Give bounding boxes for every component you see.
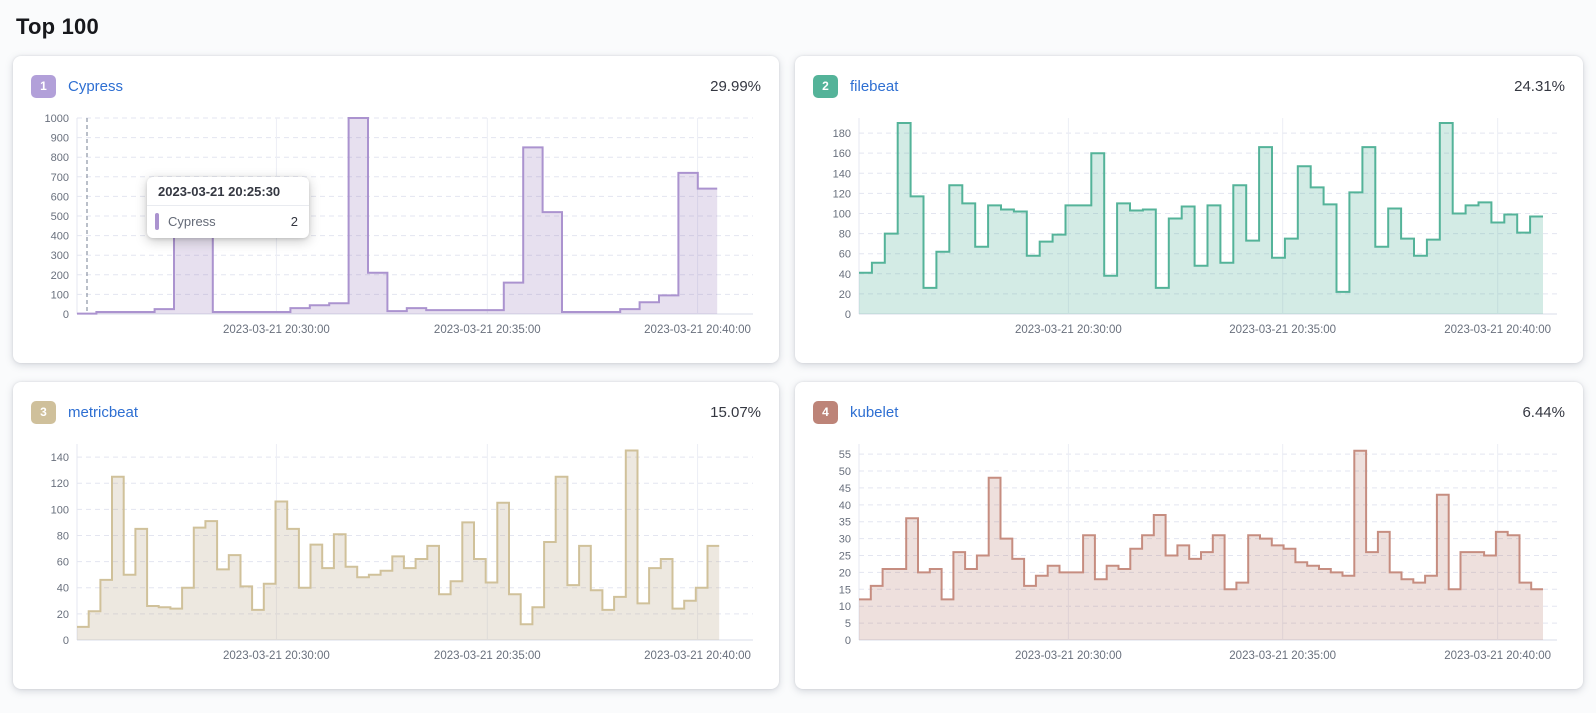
svg-text:2023-03-21 20:35:00: 2023-03-21 20:35:00 <box>434 324 541 336</box>
area-chart[interactable]: 0 20 40 60 80 100 120 140 160 180 2023-03-21 20:30… <box>813 106 1565 341</box>
svg-text:45: 45 <box>839 483 851 495</box>
tooltip-series-label: Cypress <box>168 214 216 229</box>
svg-text:140: 140 <box>833 168 851 180</box>
svg-text:5: 5 <box>845 618 851 630</box>
svg-text:2023-03-21 20:40:00: 2023-03-21 20:40:00 <box>1444 324 1551 336</box>
rank-badge: 2 <box>813 74 838 98</box>
svg-text:50: 50 <box>839 466 851 478</box>
svg-text:140: 140 <box>51 452 69 464</box>
svg-text:2023-03-21 20:30:00: 2023-03-21 20:30:00 <box>223 324 330 336</box>
svg-text:2023-03-21 20:30:00: 2023-03-21 20:30:00 <box>1015 324 1122 336</box>
svg-text:40: 40 <box>839 500 851 512</box>
svg-text:100: 100 <box>833 208 851 220</box>
metric-percent: 6.44% <box>1522 403 1565 421</box>
svg-text:25: 25 <box>839 551 851 563</box>
svg-text:10: 10 <box>839 601 851 613</box>
svg-text:20: 20 <box>57 609 69 621</box>
card-header: 1 Cypress 29.99% <box>31 72 761 100</box>
page-title: Top 100 <box>16 14 99 39</box>
svg-text:2023-03-21 20:30:00: 2023-03-21 20:30:00 <box>1015 650 1122 662</box>
metric-name-link[interactable]: Cypress <box>68 77 124 95</box>
svg-text:900: 900 <box>51 133 69 145</box>
card-header: 4 kubelet 6.44% <box>813 398 1565 426</box>
rank-badge: 3 <box>31 400 56 424</box>
card-header: 2 filebeat 24.31% <box>813 72 1565 100</box>
svg-text:30: 30 <box>839 534 851 546</box>
svg-text:80: 80 <box>839 229 851 241</box>
area-chart[interactable]: 0 5 10 15 20 25 30 35 40 45 50 55 2023-03-21 20:30:0… <box>813 432 1565 667</box>
svg-text:180: 180 <box>833 128 851 140</box>
svg-text:40: 40 <box>839 269 851 281</box>
svg-text:160: 160 <box>833 148 851 160</box>
tooltip-series-row: Cypress 2 <box>147 206 309 238</box>
chart-svg: 0 100 200 300 400 500 600 700 800 900 1000 2023-03-… <box>45 113 753 336</box>
svg-text:55: 55 <box>839 449 851 461</box>
area-chart[interactable]: 0 20 40 60 80 100 120 140 2023-03-21 20:30:00 202… <box>31 432 761 667</box>
svg-text:400: 400 <box>51 231 69 243</box>
svg-text:120: 120 <box>51 478 69 490</box>
svg-text:1000: 1000 <box>45 113 69 125</box>
series-color-marker <box>155 213 159 230</box>
card-header: 3 metricbeat 15.07% <box>31 398 761 426</box>
svg-text:20: 20 <box>839 289 851 301</box>
svg-text:60: 60 <box>839 249 851 261</box>
metric-card-cypress: 1 Cypress 29.99% 0 100 200 300 400 500 600 700 8… <box>13 56 779 363</box>
chart-svg: 0 20 40 60 80 100 120 140 2023-03-21 20:30:00 202… <box>51 444 753 662</box>
svg-text:500: 500 <box>51 211 69 223</box>
rank-badge: 4 <box>813 400 838 424</box>
svg-text:15: 15 <box>839 584 851 596</box>
metric-name-link[interactable]: filebeat <box>850 77 899 95</box>
svg-text:0: 0 <box>63 635 69 647</box>
svg-text:300: 300 <box>51 250 69 262</box>
svg-text:2023-03-21 20:35:00: 2023-03-21 20:35:00 <box>434 650 541 662</box>
svg-text:80: 80 <box>57 530 69 542</box>
svg-text:2023-03-21 20:40:00: 2023-03-21 20:40:00 <box>1444 650 1551 662</box>
chart-svg: 0 20 40 60 80 100 120 140 160 180 2023-03-21 20:30… <box>833 118 1557 336</box>
chart-svg: 0 5 10 15 20 25 30 35 40 45 50 55 2023-03-21 20:30:0… <box>839 444 1557 662</box>
svg-text:700: 700 <box>51 172 69 184</box>
tooltip-series-value: 2 <box>290 214 298 229</box>
area-chart[interactable]: 0 100 200 300 400 500 600 700 800 900 1000 2023-03-… <box>31 106 761 341</box>
svg-text:20: 20 <box>839 567 851 579</box>
metric-percent: 15.07% <box>710 403 761 421</box>
svg-text:100: 100 <box>51 504 69 516</box>
chart-tooltip: 2023-03-21 20:25:30 Cypress 2 <box>147 177 309 238</box>
metric-percent: 24.31% <box>1514 77 1565 95</box>
svg-text:200: 200 <box>51 270 69 282</box>
svg-text:2023-03-21 20:30:00: 2023-03-21 20:30:00 <box>223 650 330 662</box>
svg-text:2023-03-21 20:40:00: 2023-03-21 20:40:00 <box>644 650 751 662</box>
tooltip-timestamp: 2023-03-21 20:25:30 <box>147 177 309 206</box>
metric-card-metricbeat: 3 metricbeat 15.07% 0 20 40 60 80 100 120 140 20… <box>13 382 779 689</box>
metric-name-link[interactable]: kubelet <box>850 403 899 421</box>
top100-grid: 1 Cypress 29.99% 0 100 200 300 400 500 600 700 8… <box>0 56 1596 689</box>
svg-text:120: 120 <box>833 188 851 200</box>
svg-text:40: 40 <box>57 583 69 595</box>
svg-text:60: 60 <box>57 557 69 569</box>
metric-name-link[interactable]: metricbeat <box>68 403 139 421</box>
svg-text:600: 600 <box>51 191 69 203</box>
metric-card-filebeat: 2 filebeat 24.31% 0 20 40 60 80 100 120 140 160 1… <box>795 56 1583 363</box>
svg-text:35: 35 <box>839 517 851 529</box>
svg-text:2023-03-21 20:35:00: 2023-03-21 20:35:00 <box>1229 324 1336 336</box>
svg-text:0: 0 <box>63 309 69 321</box>
rank-badge: 1 <box>31 74 56 98</box>
svg-text:2023-03-21 20:40:00: 2023-03-21 20:40:00 <box>644 324 751 336</box>
svg-text:800: 800 <box>51 152 69 164</box>
svg-text:2023-03-21 20:35:00: 2023-03-21 20:35:00 <box>1229 650 1336 662</box>
svg-text:0: 0 <box>845 309 851 321</box>
svg-text:100: 100 <box>51 289 69 301</box>
svg-text:0: 0 <box>845 635 851 647</box>
metric-card-kubelet: 4 kubelet 6.44% 0 5 10 15 20 25 30 35 40 45 50 55 20… <box>795 382 1583 689</box>
metric-percent: 29.99% <box>710 77 761 95</box>
